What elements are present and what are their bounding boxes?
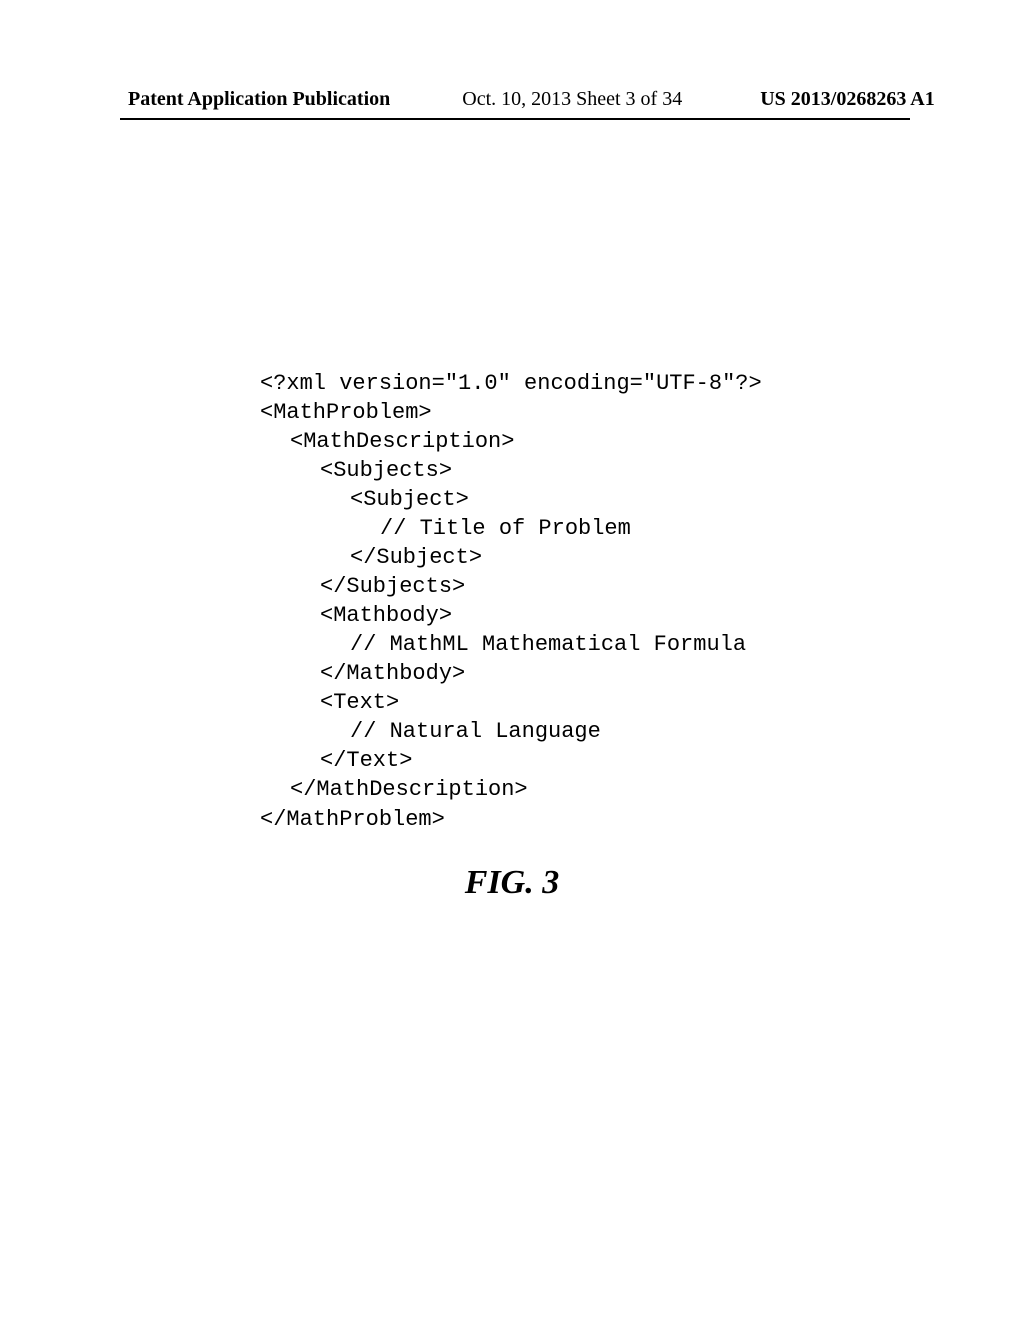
code-line: <Subject> (260, 485, 469, 514)
code-line: // Title of Problem (260, 514, 631, 543)
header-row: Patent Application Publication Oct. 10, … (0, 88, 1024, 111)
header-publication-number: US 2013/0268263 A1 (760, 88, 934, 111)
page: Patent Application Publication Oct. 10, … (0, 0, 1024, 1320)
code-line: <Mathbody> (260, 601, 452, 630)
header-date-sheet: Oct. 10, 2013 Sheet 3 of 34 (462, 88, 682, 111)
code-line: </MathDescription> (260, 775, 528, 804)
code-line: <Text> (260, 688, 399, 717)
header-rule (120, 118, 910, 120)
code-line: </Text> (260, 746, 412, 775)
code-line: </Mathbody> (260, 659, 465, 688)
code-line: </Subject> (260, 543, 482, 572)
code-line: <MathProblem> (260, 400, 432, 425)
code-line: <Subjects> (260, 456, 452, 485)
code-line: <?xml version="1.0" encoding="UTF-8"?> (260, 371, 762, 396)
header-publication: Patent Application Publication (128, 88, 390, 111)
code-line: </MathProblem> (260, 807, 445, 832)
page-header: Patent Application Publication Oct. 10, … (0, 88, 1024, 111)
code-line: // MathML Mathematical Formula (260, 630, 746, 659)
code-block: <?xml version="1.0" encoding="UTF-8"?> <… (260, 340, 762, 834)
code-line: </Subjects> (260, 572, 465, 601)
code-line: <MathDescription> (260, 427, 514, 456)
code-line: // Natural Language (260, 717, 601, 746)
figure-label: FIG. 3 (0, 864, 1024, 902)
